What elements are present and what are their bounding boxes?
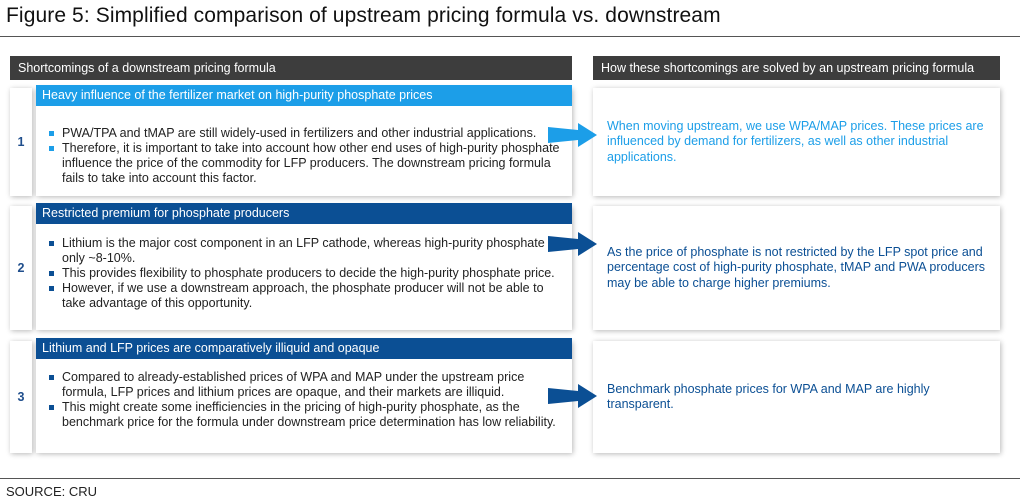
row-2-title: Restricted premium for phosphate produce… — [36, 203, 572, 224]
row-1-arrow-icon — [548, 123, 597, 147]
row-3-bullet-1: Compared to already-established prices o… — [48, 370, 560, 400]
right-column-header: How these shortcomings are solved by an … — [593, 56, 1000, 80]
row-3-number: 3 — [10, 341, 32, 453]
row-2-bullet-1: Lithium is the major cost component in a… — [48, 236, 560, 266]
row-1-bullet-2: Therefore, it is important to take into … — [48, 141, 560, 186]
row-1-content-card — [36, 88, 572, 196]
row-1-bullet-1: PWA/TPA and tMAP are still widely-used i… — [48, 126, 560, 141]
row-2-bullet-2: This provides flexibility to phosphate p… — [48, 266, 560, 281]
row-2-arrow-icon — [548, 232, 597, 256]
row-3-solution: Benchmark phosphate prices for WPA and M… — [593, 341, 1000, 453]
row-2-number: 2 — [10, 206, 32, 330]
row-2-content-card — [36, 206, 572, 330]
row-1-solution: When moving upstream, we use WPA/MAP pri… — [593, 88, 1000, 196]
source-note: SOURCE: CRU — [6, 484, 98, 499]
row-2-solution: As the price of phosphate is not restric… — [593, 206, 1000, 330]
row-1-title: Heavy influence of the fertilizer market… — [36, 85, 572, 106]
row-3-bullet-2: This might create some inefficiencies in… — [48, 400, 560, 430]
footer-divider — [0, 478, 1020, 479]
row-3-content-card — [36, 341, 572, 453]
row-2-bullet-3: However, if we use a downstream approach… — [48, 281, 560, 311]
title-divider — [0, 36, 1020, 37]
row-3-bullets: Compared to already-established prices o… — [48, 370, 560, 430]
row-3-arrow-icon — [548, 384, 597, 408]
row-1-number: 1 — [10, 88, 32, 196]
left-column-header: Shortcomings of a downstream pricing for… — [10, 56, 572, 80]
row-2-bullets: Lithium is the major cost component in a… — [48, 236, 560, 311]
figure-title: Figure 5: Simplified comparison of upstr… — [6, 4, 721, 27]
row-3-title: Lithium and LFP prices are comparatively… — [36, 338, 572, 359]
row-1-bullets: PWA/TPA and tMAP are still widely-used i… — [48, 126, 560, 186]
